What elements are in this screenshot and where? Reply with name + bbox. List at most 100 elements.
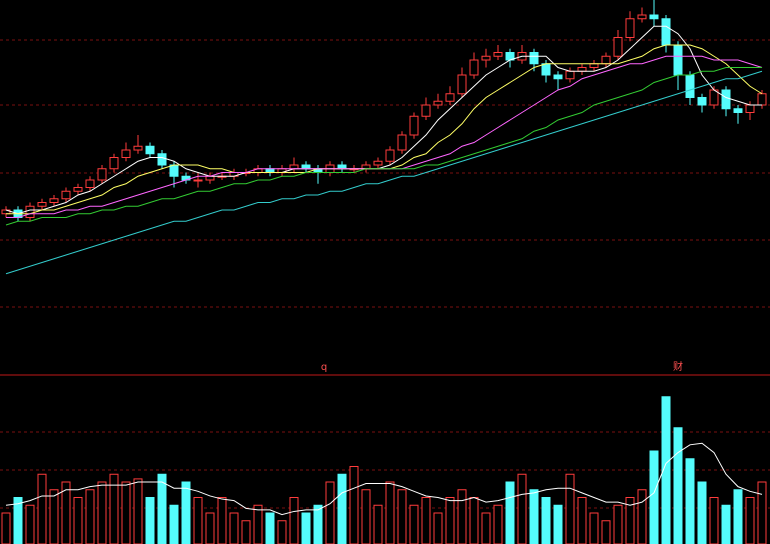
candle-body: [289, 164, 299, 170]
volume-bar: [265, 512, 275, 544]
volume-bar: [85, 489, 95, 544]
volume-bar: [193, 497, 203, 544]
candle-body: [145, 145, 155, 155]
volume-bar: [661, 396, 671, 544]
volume-bar: [565, 473, 575, 544]
candle-body: [757, 93, 767, 106]
candle-body: [109, 157, 119, 170]
candle-body: [193, 179, 203, 182]
volume-bar: [397, 489, 407, 544]
candle-body: [205, 175, 215, 181]
volume-bar: [49, 489, 59, 544]
candle-body: [37, 202, 47, 207]
candle-body: [481, 55, 491, 61]
volume-bar: [625, 497, 635, 544]
candle-body: [97, 168, 107, 181]
volume-bar: [325, 481, 335, 544]
candle-body: [421, 104, 431, 117]
candle-body: [169, 164, 179, 177]
volume-bar: [601, 520, 611, 544]
candle-body: [265, 168, 275, 173]
volume-bar: [133, 478, 143, 544]
candle-body: [565, 70, 575, 80]
candle-body: [685, 74, 695, 98]
grid: [0, 39, 770, 509]
volume-bar: [553, 504, 563, 544]
volume-bar: [709, 497, 719, 544]
moving-average-line: [5, 67, 762, 226]
volume-bar: [733, 489, 743, 544]
moving-average-line: [5, 25, 762, 215]
candle-body: [469, 59, 479, 76]
volume-bar: [109, 473, 119, 544]
volume-bar: [757, 481, 767, 544]
volume-bar: [13, 497, 23, 544]
candle-body: [385, 149, 395, 162]
volume-bar: [121, 481, 131, 544]
volume-bar: [61, 481, 71, 544]
volume-bar: [337, 473, 347, 544]
candle-body: [697, 97, 707, 106]
volume-bar: [517, 473, 527, 544]
volume-bar: [301, 512, 311, 544]
volume-bar: [685, 458, 695, 544]
moving-average-line: [5, 442, 763, 516]
volume-bar: [241, 520, 251, 544]
volume-bar: [481, 512, 491, 544]
volume-bar: [409, 504, 419, 544]
volume-bar: [589, 512, 599, 544]
volume-bar: [457, 489, 467, 544]
candle-body: [625, 18, 635, 38]
candle-body: [745, 104, 755, 113]
candle-body: [541, 63, 551, 76]
volume-bar: [673, 427, 683, 544]
volume-bar: [433, 512, 443, 544]
candle-body: [61, 190, 71, 200]
volume-bar: [289, 497, 299, 544]
volume-bar: [97, 481, 107, 544]
candle-body: [361, 164, 371, 170]
volume-bar: [25, 504, 35, 544]
volume-bar: [445, 497, 455, 544]
candle-body: [457, 74, 467, 95]
volume-bar: [229, 512, 239, 544]
volume-bar: [313, 504, 323, 544]
candle-body: [577, 67, 587, 72]
candle-body: [661, 18, 671, 46]
volume-bar: [205, 512, 215, 544]
candle-body: [637, 14, 647, 20]
volume-bar: [745, 497, 755, 544]
annotation: 财: [673, 360, 683, 373]
volume-bar: [577, 497, 587, 544]
volume-bar: [637, 489, 647, 544]
candle-body: [649, 14, 659, 20]
volume-bar: [385, 481, 395, 544]
candle-body: [337, 164, 347, 170]
candle-body: [121, 149, 131, 158]
volume-bar: [169, 504, 179, 544]
candle-body: [25, 205, 35, 218]
moving-average-line: [6, 44, 763, 215]
candle-body: [301, 164, 311, 170]
annotation: q: [321, 362, 327, 373]
volume-bar: [1, 512, 11, 544]
candle-body: [613, 37, 623, 57]
candle-body: [73, 187, 83, 192]
volume-bar: [505, 481, 515, 544]
candle-body: [373, 160, 383, 166]
volume-bar: [493, 504, 503, 544]
volume-bar: [73, 497, 83, 544]
volume-bar: [145, 497, 155, 544]
volume-bar: [37, 473, 47, 544]
candle-body: [601, 55, 611, 65]
candle-body: [157, 153, 167, 166]
volume-bar: [613, 504, 623, 544]
candle-body: [733, 108, 743, 113]
moving-average-line: [5, 70, 763, 275]
volume-bar: [649, 450, 659, 544]
candle-body: [673, 44, 683, 76]
candle-body: [553, 74, 563, 80]
volume-bar: [181, 481, 191, 544]
candle-body: [445, 93, 455, 102]
volume-bar: [217, 497, 227, 544]
